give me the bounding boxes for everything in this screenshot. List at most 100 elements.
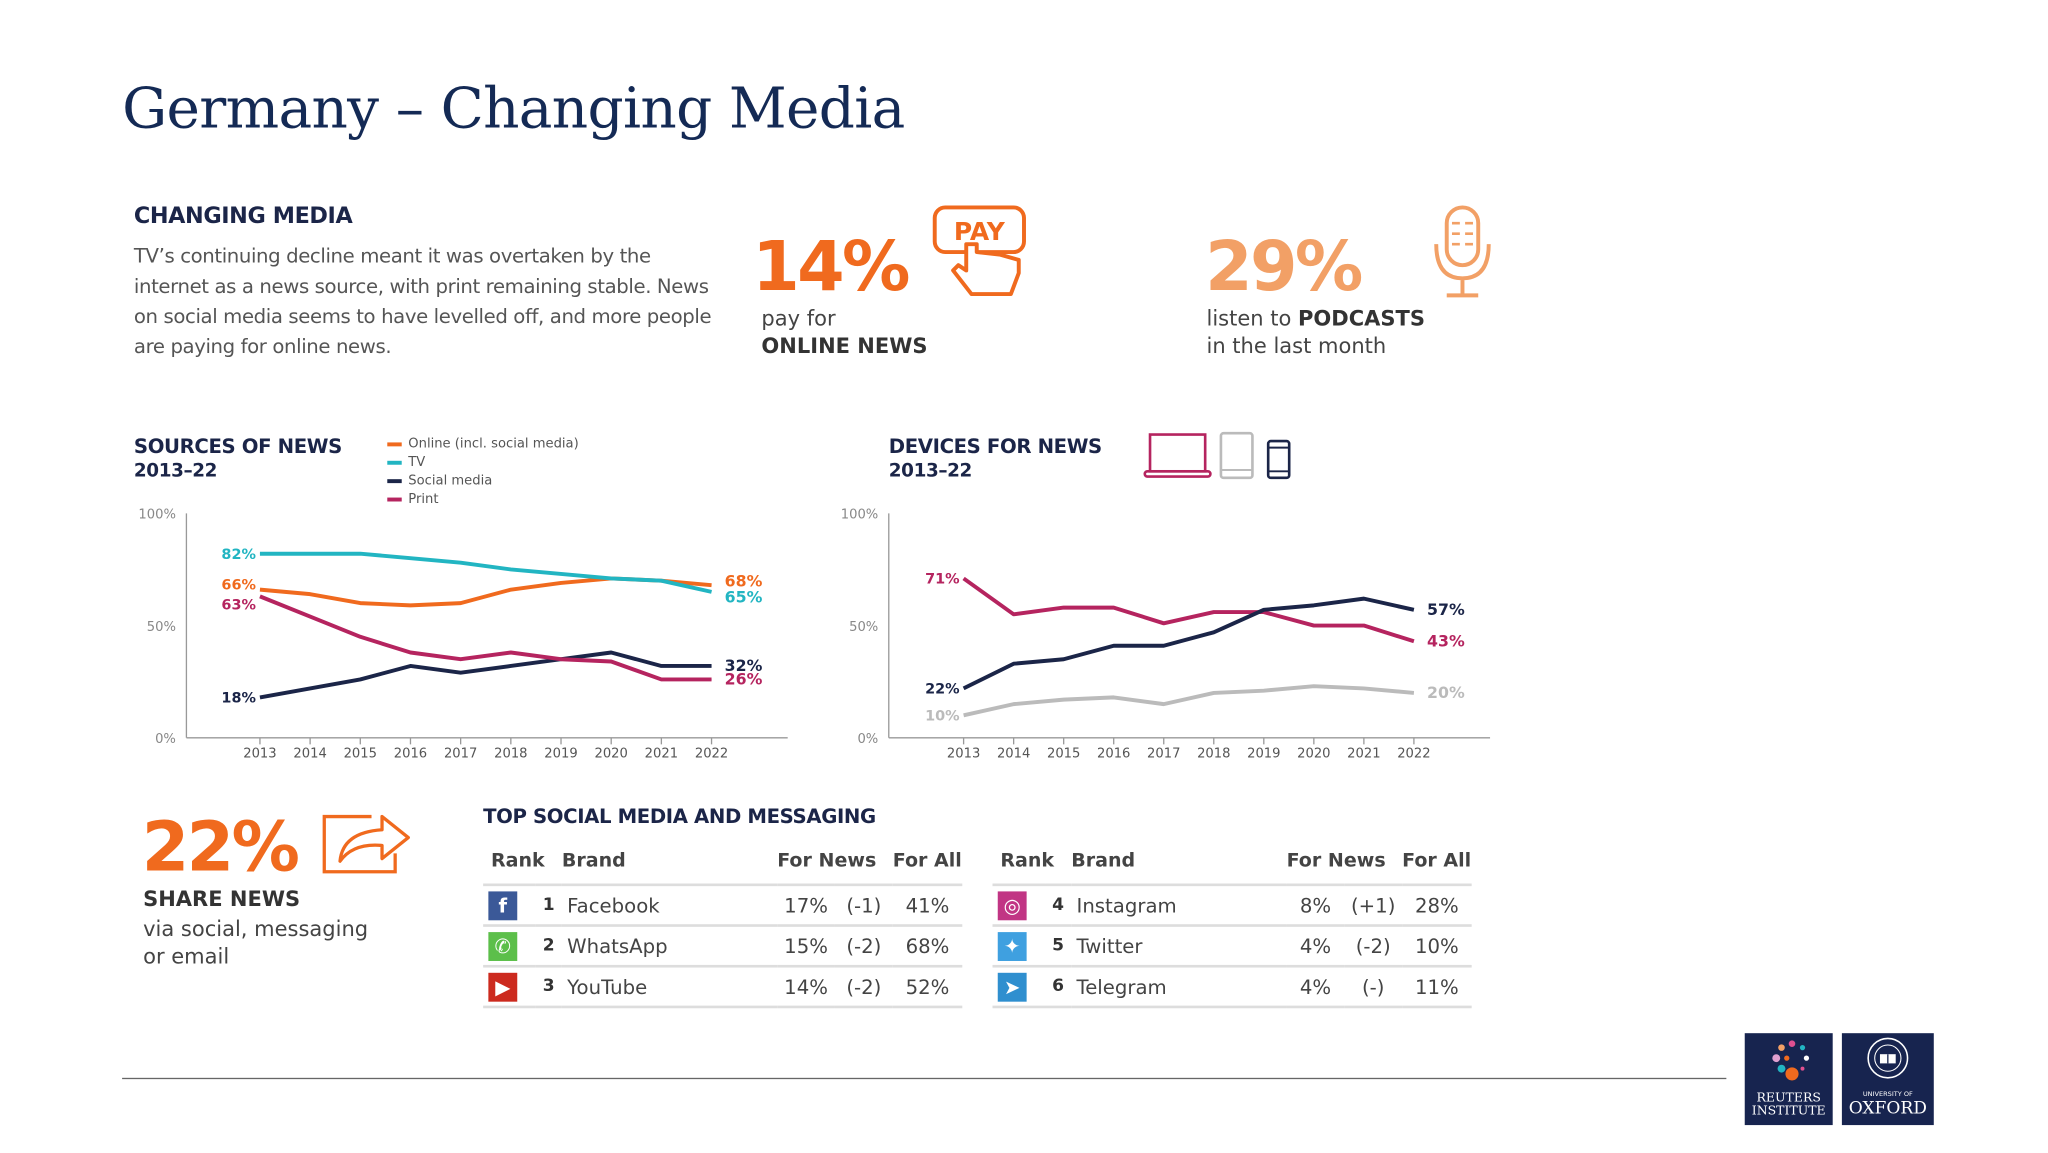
x-tick-label: 2020: [1297, 746, 1330, 761]
reuters-line2: INSTITUTE: [1745, 1105, 1833, 1118]
stat-share-line3: or email: [143, 943, 229, 971]
reuters-institute-logo: REUTERS INSTITUTE: [1745, 1033, 1833, 1125]
brand-name: Instagram: [1071, 885, 1286, 926]
series-end-label: 26%: [725, 670, 763, 689]
brand-icon-cell: ✦: [992, 926, 1045, 967]
social-heading: TOP SOCIAL MEDIA AND MESSAGING: [483, 805, 876, 829]
x-tick-label: 2021: [1347, 746, 1380, 761]
x-tick-label: 2018: [1197, 746, 1230, 761]
series-start-label: 18%: [221, 691, 256, 707]
x-tick-label: 2022: [1397, 746, 1430, 761]
for-news-value: 14%: [777, 966, 835, 1007]
series-start-label: 66%: [221, 578, 256, 594]
header-for-all: For All: [893, 847, 963, 885]
brand-name: Twitter: [1071, 926, 1286, 967]
brand-name: Facebook: [562, 885, 777, 926]
footer-divider: [122, 1078, 1726, 1079]
rank: 6: [1045, 966, 1071, 1007]
for-news-change: (-1): [835, 885, 893, 926]
series-end-label: 65%: [725, 587, 763, 606]
series-end-label: 20%: [1427, 683, 1465, 702]
stat-share-line1: SHARE NEWS: [143, 885, 300, 913]
for-news-value: 8%: [1287, 885, 1345, 926]
x-tick-label: 2015: [1047, 746, 1080, 761]
header-for-news: For News: [1287, 847, 1403, 885]
x-tick-label: 2016: [394, 746, 427, 761]
y-tick-label: 0%: [857, 732, 878, 747]
series-start-label: 63%: [221, 598, 256, 614]
for-all-value: 68%: [893, 926, 963, 967]
rank: 1: [536, 885, 562, 926]
x-tick-label: 2019: [1247, 746, 1280, 761]
rank: 3: [536, 966, 562, 1007]
series-start-label: 22%: [925, 682, 960, 698]
series-start-label: 82%: [221, 547, 256, 563]
y-tick-label: 50%: [147, 620, 176, 635]
header-rank: Rank: [483, 847, 562, 885]
x-tick-label: 2017: [444, 746, 477, 761]
oxford-logo: UNIVERSITY OF OXFORD: [1842, 1033, 1934, 1125]
for-news-value: 4%: [1287, 926, 1345, 967]
x-tick-label: 2021: [645, 746, 678, 761]
x-tick-label: 2020: [595, 746, 628, 761]
youtube-icon: ▶: [488, 972, 517, 1001]
share-icon: [319, 801, 414, 877]
brand-name: Telegram: [1071, 966, 1286, 1007]
header-brand: Brand: [562, 847, 777, 885]
for-news-change: (-2): [835, 926, 893, 967]
series-line: [260, 554, 712, 592]
y-tick-label: 0%: [155, 732, 176, 747]
brand-name: WhatsApp: [562, 926, 777, 967]
instagram-icon: ◎: [998, 891, 1027, 920]
series-line: [964, 578, 1414, 641]
reuters-dots-icon: [1762, 1037, 1815, 1087]
for-news-value: 17%: [777, 885, 835, 926]
series-line: [964, 686, 1414, 715]
series-line: [260, 596, 712, 679]
header-rank: Rank: [992, 847, 1071, 885]
series-start-label: 10%: [925, 709, 960, 725]
whatsapp-icon: ✆: [488, 931, 517, 960]
header-for-all: For All: [1402, 847, 1472, 885]
twitter-icon: ✦: [998, 931, 1027, 960]
x-tick-label: 2017: [1147, 746, 1180, 761]
x-tick-label: 2015: [344, 746, 377, 761]
for-news-change: (+1): [1344, 885, 1402, 926]
brand-name: YouTube: [562, 966, 777, 1007]
for-news-change: (-2): [835, 966, 893, 1007]
brand-icon-cell: ✆: [483, 926, 536, 967]
stat-share-value: 22%: [142, 814, 298, 882]
x-tick-label: 2013: [947, 746, 980, 761]
header-for-news: For News: [777, 847, 893, 885]
for-all-value: 52%: [893, 966, 963, 1007]
header-brand: Brand: [1071, 847, 1286, 885]
for-all-value: 11%: [1402, 966, 1472, 1007]
brand-icon-cell: ◎: [992, 885, 1045, 926]
oxford-line2: OXFORD: [1842, 1100, 1934, 1117]
rank: 5: [1045, 926, 1071, 967]
brand-icon-cell: ▶: [483, 966, 536, 1007]
stat-share-line2: via social, messaging: [143, 915, 368, 943]
for-all-value: 10%: [1402, 926, 1472, 967]
for-news-value: 15%: [777, 926, 835, 967]
y-tick-label: 50%: [849, 620, 878, 635]
brand-icon-cell: ➤: [992, 966, 1045, 1007]
x-tick-label: 2014: [997, 746, 1030, 761]
x-tick-label: 2018: [494, 746, 527, 761]
facebook-icon: f: [488, 891, 517, 920]
for-all-value: 28%: [1402, 885, 1472, 926]
x-tick-label: 2019: [544, 746, 577, 761]
series-end-label: 43%: [1427, 632, 1465, 651]
for-news-change: (-): [1344, 966, 1402, 1007]
